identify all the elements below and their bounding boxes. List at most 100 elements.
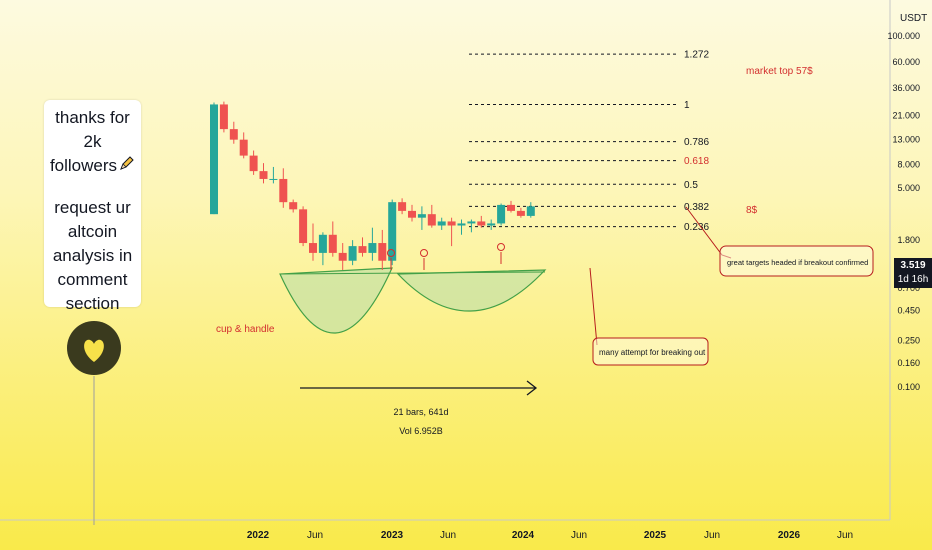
price-tick-10: 0.700 [897, 283, 920, 293]
time-tick-8: Jun [704, 530, 720, 541]
candle-22 [417, 206, 426, 230]
note-line-5: analysis in [52, 246, 133, 265]
candle-13 [328, 221, 337, 257]
candle-32 [516, 207, 525, 218]
axes [0, 0, 891, 521]
price-tick-5: 13.000 [892, 135, 920, 145]
cup-shape [279, 267, 393, 334]
current-price: 3.519 [900, 260, 926, 271]
price-tick-12: 0.250 [897, 335, 920, 345]
candle-12 [318, 232, 327, 266]
price-tick-3: 36.000 [892, 83, 920, 93]
annotation-arrows [300, 206, 874, 396]
candle-17 [368, 227, 377, 261]
candle-33 [526, 202, 535, 218]
countdown: 1d 16h [897, 274, 929, 285]
pencil-icon [119, 154, 135, 178]
candle-30 [497, 203, 506, 226]
time-tick-3: 2023 [381, 530, 404, 541]
cup-and-handle-drawing[interactable] [279, 267, 547, 334]
price-tick-13: 0.160 [897, 358, 920, 368]
candle-27 [467, 219, 476, 233]
time-tick-7: 2025 [644, 530, 667, 541]
breakout-marker-2 [420, 249, 428, 270]
candle-3 [229, 121, 238, 144]
price-tick-11: 0.450 [897, 306, 920, 316]
annotation-text: market top 57$ 8$ great targets headed i… [216, 66, 868, 436]
great-targets-label: great targets headed if breakout confirm… [727, 258, 868, 267]
fib-label-5: 0.5 [684, 180, 698, 191]
heart-icon [84, 339, 104, 362]
candle-1 [210, 102, 218, 215]
time-tick-10: Jun [837, 530, 853, 541]
candle-9 [289, 199, 298, 213]
handle-shape [396, 269, 547, 312]
candle-24 [437, 217, 446, 230]
callout-pointer-breakout [589, 267, 598, 346]
note-line-4: altcoin [67, 222, 118, 241]
candle-21 [408, 204, 416, 222]
candle-16 [358, 237, 367, 257]
price-tick-6: 8.000 [897, 159, 920, 169]
target-8-label: 8$ [746, 205, 758, 216]
note-line-7: section [65, 294, 120, 313]
candle-4 [239, 132, 248, 159]
cup-handle-label: cup & handle [216, 324, 275, 335]
price-tick-7: 5.000 [897, 183, 920, 193]
price-tick-2: 60.000 [892, 57, 920, 67]
fib-label-2: 1 [684, 100, 690, 111]
fib-label-6: 0.382 [684, 202, 709, 213]
market-top-label: market top 57$ [746, 66, 813, 77]
candle-18 [378, 229, 387, 270]
time-tick-4: Jun [440, 530, 456, 541]
candle-6 [259, 163, 268, 184]
currency-label: USDT [900, 13, 928, 24]
breakout-marker-1 [387, 249, 395, 270]
measure-arrow-head [526, 380, 538, 396]
fib-label-7: 0.236 [684, 222, 709, 233]
candle-14 [338, 243, 347, 270]
price-tick-1: 100.000 [887, 31, 920, 41]
note-line-1: thanks for 2k [55, 108, 130, 151]
candle-20 [398, 198, 407, 215]
callout-box-targets[interactable] [719, 245, 874, 277]
candle-26 [457, 219, 466, 235]
fib-label-3: 0.786 [684, 137, 709, 148]
fib-label-1: 1.272 [684, 50, 709, 61]
fib-retracement[interactable]: 1.272 1 0.786 0.618 0.5 0.382 0.236 [469, 50, 709, 233]
price-axis-labels[interactable]: 100.000 60.000 36.000 21.000 13.000 8.000 5.00… [887, 31, 920, 392]
candle-11 [309, 223, 317, 261]
candle-2 [219, 101, 228, 133]
price-tick-14: 0.100 [897, 382, 920, 392]
candle-7 [269, 166, 278, 184]
candle-19 [388, 199, 397, 266]
heart-pin[interactable] [66, 320, 122, 530]
candle-10 [299, 206, 308, 247]
candle-5 [249, 150, 258, 175]
candle-15 [348, 240, 357, 266]
time-tick-9: 2026 [778, 530, 801, 541]
price-tick-4: 21.000 [892, 110, 920, 120]
breakout-marker-3 [497, 243, 505, 264]
many-attempt-label: many attempt for breaking out [599, 348, 706, 357]
candle-25 [447, 217, 456, 247]
note-line-2: followers [44, 154, 141, 178]
candlestick-series [210, 101, 535, 270]
callout-box-breakout[interactable] [592, 337, 709, 366]
fib-label-4: 0.618 [684, 156, 709, 167]
measure-bars-label: 21 bars, 641d [393, 407, 448, 417]
note-line-3: request ur [54, 198, 131, 217]
candle-29 [487, 219, 496, 230]
measure-vol-label: Vol 6.952B [399, 426, 443, 436]
price-tick-8: 1.800 [897, 235, 920, 245]
time-axis-labels[interactable]: 2022 Jun 2023 Jun 2024 Jun 2025 Jun 2026 Jun [247, 530, 853, 541]
candle-31 [507, 200, 515, 213]
time-tick-2: Jun [307, 530, 323, 541]
time-tick-1: 2022 [247, 530, 270, 541]
candle-28 [477, 215, 486, 228]
candle-8 [279, 168, 288, 208]
time-tick-6: Jun [571, 530, 587, 541]
note-callout[interactable]: thanks for 2k followers request ur altco… [44, 100, 141, 313]
candle-23 [427, 204, 436, 228]
